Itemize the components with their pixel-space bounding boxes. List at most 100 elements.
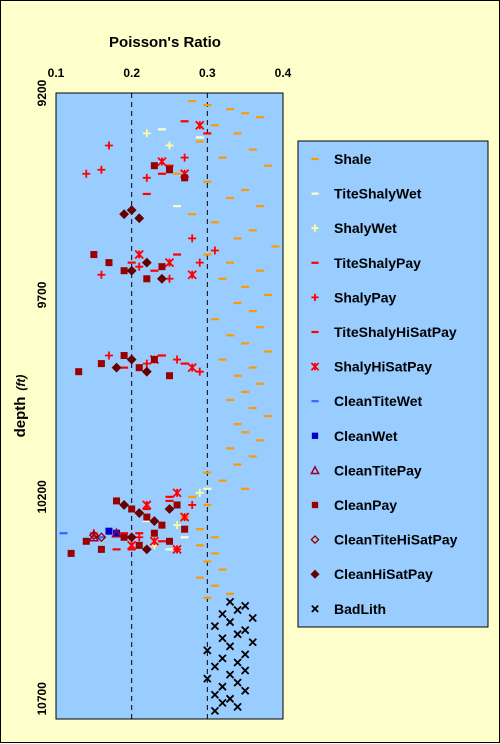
point-badlith (241, 650, 250, 659)
point-cleanhisatpay (119, 209, 130, 220)
point-cleanhisatpay (164, 504, 175, 514)
point-badlith (210, 662, 220, 671)
point-shalypay (188, 234, 197, 243)
point-shalywet (173, 521, 182, 530)
point-shalypay (195, 258, 204, 267)
point-badlith (218, 634, 227, 643)
point-shalypay (142, 173, 151, 182)
point-badlith (233, 658, 242, 667)
point-cleanhisatpay (157, 273, 167, 284)
y-axis-unit: (ft) (14, 375, 28, 391)
point-cleanwet (105, 527, 113, 535)
point-badlith (210, 621, 220, 631)
point-cleanhisatpay (149, 516, 160, 527)
point-shalyhisatpay (142, 500, 152, 510)
y-tick-label: 9200 (35, 79, 49, 106)
point-badlith (218, 654, 227, 663)
legend-label-shalypay: ShalyPay (334, 289, 396, 305)
point-shalypay (180, 153, 189, 162)
point-cleanpay (135, 541, 143, 549)
point-cleanhisatpay (126, 265, 137, 276)
point-cleanpay (75, 368, 83, 376)
point-cleanhisatpay (141, 257, 152, 268)
y-axis-title-text: depth (12, 397, 29, 438)
y-tick-labels: 9200 9700 10200 10700 (35, 79, 49, 715)
point-cleanhisatpay (141, 544, 152, 555)
point-badlith (218, 609, 227, 619)
point-cleanpay (120, 533, 128, 541)
point-cleanpay (173, 501, 181, 509)
legend-label-cleanpay: CleanPay (334, 497, 397, 513)
point-cleanhisatpay (126, 532, 137, 543)
point-shalypay (104, 141, 113, 150)
point-shalypay (135, 262, 144, 271)
point-cleantitehisatpay (96, 532, 107, 543)
point-cleanpay (97, 360, 105, 368)
legend: Shale TiteShalyWet ShalyWet TiteShalyPay Sha… (310, 151, 458, 617)
point-badlith (233, 605, 242, 615)
point-cleanhisatpay (134, 508, 145, 518)
point-cleanpay (135, 364, 143, 372)
point-cleanhisatpay (119, 500, 130, 510)
point-badlith (225, 694, 235, 703)
legend-marker-shalyhisatpay (310, 362, 320, 371)
plot-area (55, 92, 284, 720)
x-tick-label: 0.2 (123, 66, 140, 80)
point-shalyhisatpay (127, 540, 137, 550)
point-cleanpay (143, 275, 151, 283)
point-badlith (233, 630, 242, 639)
point-cleanpay (166, 166, 173, 174)
legend-label-cleanhisatpay: CleanHiSatPay (334, 566, 433, 582)
y-tick-label: 10200 (35, 480, 49, 514)
point-shalypay (104, 351, 113, 360)
point-shalyhisatpay (134, 249, 144, 260)
point-cleanpay (143, 513, 151, 521)
point-shalyhisatpay (157, 157, 167, 167)
legend-marker-shalywet (311, 224, 319, 232)
point-cleanhisatpay (111, 362, 122, 373)
point-shalypay (97, 165, 106, 174)
point-badlith (241, 666, 250, 675)
point-cleanpay (113, 497, 121, 505)
point-shalyhisatpay (195, 120, 205, 130)
legend-marker-cleantitehisatpay (310, 535, 320, 545)
point-badlith (248, 638, 257, 647)
point-cleanpay (105, 259, 113, 267)
point-shalypay (188, 500, 197, 509)
point-shalyhisatpay (179, 512, 190, 522)
point-shalypay (142, 359, 151, 368)
point-badlith (218, 698, 227, 707)
legend-marker-shalypay (311, 293, 319, 301)
x-tick-label: 0.4 (275, 66, 292, 80)
point-cleanpay (120, 352, 128, 360)
point-cleanpay (128, 505, 136, 513)
point-shalypay (82, 169, 91, 178)
point-cleanwet (113, 529, 121, 537)
data-points (59, 99, 280, 716)
point-cleanhisatpay (126, 354, 137, 365)
legend-marker-cleanhisatpay (310, 569, 320, 579)
point-shalypay (210, 246, 219, 255)
x-tick-label: 0.1 (48, 66, 65, 80)
point-badlith (241, 626, 250, 635)
point-shalywet (165, 141, 174, 150)
legend-marker-cleantitepay (310, 465, 320, 475)
point-cleanpay (158, 521, 166, 529)
point-cleanpay (150, 356, 158, 364)
point-cleanpay (181, 174, 189, 182)
point-badlith (225, 597, 235, 607)
point-shalyhisatpay (172, 488, 182, 498)
point-shalywet (142, 129, 151, 138)
point-badlith (233, 678, 242, 687)
point-cleanpay (97, 545, 105, 553)
point-cleanhisatpay (134, 213, 145, 224)
point-badlith (241, 601, 250, 611)
point-badlith (203, 674, 212, 683)
point-shalyhisatpay (164, 257, 175, 268)
point-badlith (233, 702, 242, 712)
point-cleantitehisatpay (88, 530, 99, 541)
point-cleanpay (181, 525, 189, 533)
point-badlith (218, 682, 227, 691)
point-badlith (225, 617, 235, 627)
